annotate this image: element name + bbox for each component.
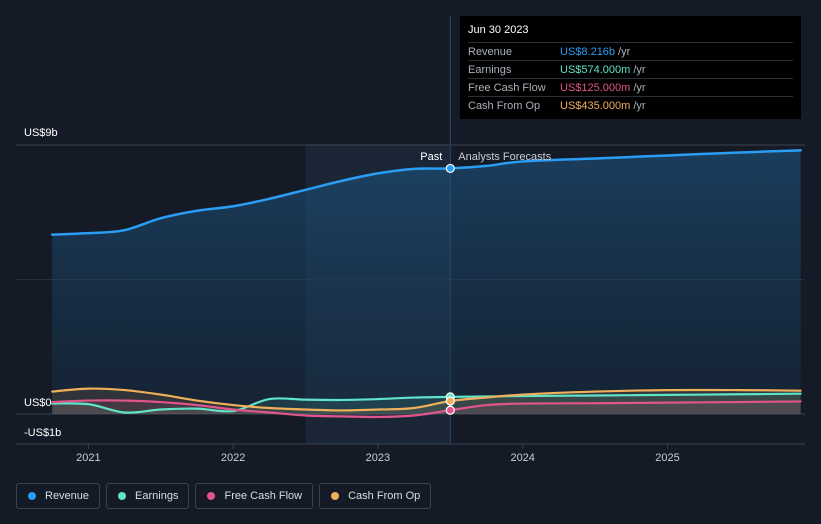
axis-labels: US$9b US$0 -US$1b 2021 2022 2023 2024 2025 Past A…	[24, 127, 680, 464]
revenue-line	[50, 149, 802, 236]
legend-label: Revenue	[45, 490, 90, 502]
legend-item-revenue[interactable]: Revenue	[16, 483, 101, 509]
cash-from-op-line	[51, 387, 802, 412]
legend-label: Earnings	[135, 490, 179, 502]
tooltip: Jun 30 2023 Revenue US$8.216b/yr Earnings U…	[460, 16, 801, 119]
x-tick-label: 2024	[510, 452, 534, 464]
tooltip-label: Cash From Op	[468, 99, 541, 112]
tooltip-label: Earnings	[468, 63, 512, 76]
tooltip-row: Cash From Op US$435.000m/yr	[468, 96, 793, 114]
legend-dot-icon	[28, 492, 36, 500]
tooltip-label: Free Cash Flow	[468, 81, 546, 94]
tooltip-date: Jun 30 2023	[468, 24, 529, 36]
revenue-point	[445, 163, 455, 174]
cash-from-op-point	[445, 396, 455, 406]
legend-dot-icon	[331, 492, 340, 500]
tooltip-value: US$574.000m	[560, 63, 631, 76]
y-tick-label: -US$1b	[24, 427, 61, 439]
free-cash-flow-line	[51, 399, 802, 419]
legend-label: Free Cash Flow	[224, 490, 303, 502]
legend-item-cash-from-op[interactable]: Cash From Op	[319, 483, 432, 509]
series-lines	[50, 149, 802, 419]
forecast-label: Analysts Forecasts	[458, 151, 551, 163]
tooltip-unit: /yr	[633, 63, 646, 76]
legend-dot-icon	[207, 492, 216, 500]
tooltip-row: Revenue US$8.216b/yr	[468, 42, 793, 60]
tooltip-value: US$8.216b	[560, 45, 616, 58]
free-cash-flow-point	[445, 405, 455, 415]
x-tick-label: 2022	[221, 452, 245, 464]
revenue-area	[52, 150, 801, 418]
earnings-line	[51, 392, 802, 414]
tooltip-value: US$435.000m	[560, 99, 631, 112]
legend: Revenue Earnings Free Cash Flow Cash From O…	[16, 483, 432, 509]
x-tick-label: 2021	[76, 452, 100, 464]
tooltip-value: US$125.000m	[560, 81, 631, 94]
legend-label: Cash From Op	[348, 490, 421, 502]
tooltip-label: Revenue	[468, 45, 513, 58]
past-label: Past	[420, 151, 442, 163]
tooltip-unit: /yr	[633, 81, 646, 94]
legend-item-free-cash-flow[interactable]: Free Cash Flow	[195, 483, 314, 509]
tooltip-unit: /yr	[618, 45, 631, 58]
free-cash-flow-area	[52, 400, 801, 418]
x-tick-label: 2023	[366, 452, 390, 464]
earnings-area	[52, 393, 801, 414]
revenue-area	[52, 150, 801, 414]
chart-canvas: US$9b US$0 -US$1b 2021 2022 2023 2024 2025 Past A…	[16, 16, 805, 464]
x-tick-label: 2025	[655, 452, 679, 464]
tooltip-row: Free Cash Flow US$125.000m/yr	[468, 78, 793, 96]
y-tick-label: US$9b	[24, 127, 58, 139]
y-tick-label: US$0	[24, 397, 52, 409]
legend-item-earnings[interactable]: Earnings	[106, 483, 190, 509]
legend-dot-icon	[118, 492, 127, 500]
tooltip-row: Earnings US$574.000m/yr	[468, 60, 793, 78]
tooltip-unit: /yr	[633, 99, 646, 112]
series-points	[445, 163, 455, 415]
